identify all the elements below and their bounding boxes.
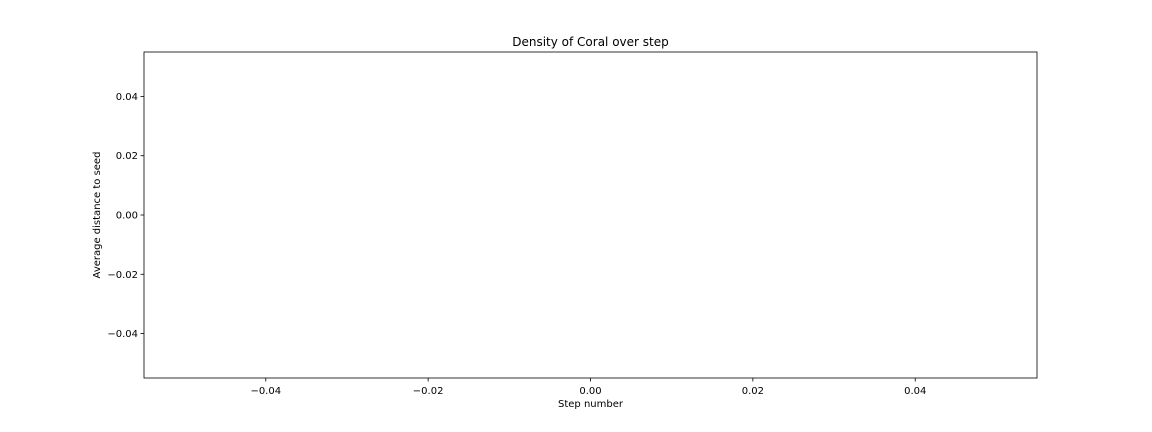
x-tick-label: 0.04 [904,386,926,397]
y-tick-label: 0.04 [116,92,138,103]
x-tick-label: −0.04 [250,386,281,397]
x-axis-ticks: −0.04 −0.02 0.00 0.02 0.04 [250,378,926,397]
y-axis-ticks: −0.04 −0.02 0.00 0.02 0.04 [107,92,144,340]
y-tick-label: 0.02 [116,151,138,162]
y-tick-label: 0.00 [116,211,138,222]
x-tick-label: 0.00 [579,386,601,397]
x-tick-label: −0.02 [413,386,444,397]
plot-area [143,51,1038,379]
x-axis-label: Step number [558,399,624,410]
chart-title: Density of Coral over step [512,35,669,49]
x-tick-label: 0.02 [742,386,764,397]
y-tick-label: −0.02 [107,270,138,281]
y-axis-label: Average distance to seed [92,152,103,279]
y-tick-label: −0.04 [107,329,138,340]
